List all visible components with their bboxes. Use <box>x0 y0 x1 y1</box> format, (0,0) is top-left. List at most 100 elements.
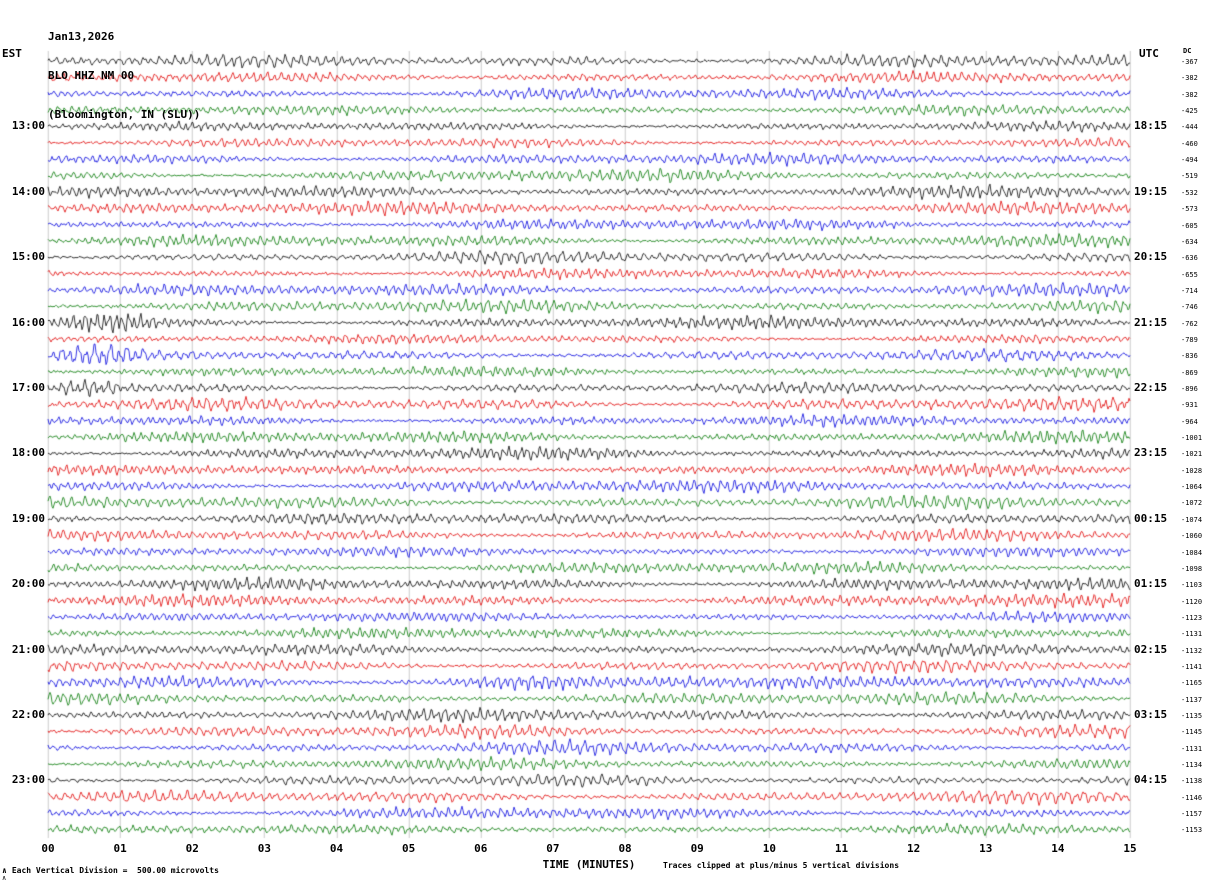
dc-offset-value: -1001 <box>1181 434 1203 443</box>
utc-hour-label: 22:15 <box>1134 381 1168 394</box>
header-station: BLO HHZ NM 00 <box>48 69 135 82</box>
x-tick-label: 02 <box>185 842 199 855</box>
est-hour-label: 14:00 <box>11 184 45 198</box>
dc-offset-value: -1137 <box>1181 695 1203 704</box>
dc-offset-value: -1060 <box>1181 532 1203 541</box>
dc-offset-value: -382 <box>1181 90 1198 99</box>
dc-offset-value: -789 <box>1181 335 1198 344</box>
dc-offset-value: -425 <box>1181 107 1198 116</box>
est-hour-label: 18:00 <box>11 446 45 460</box>
dc-offset-value: -1138 <box>1181 777 1203 786</box>
dc-offset-value: -896 <box>1181 385 1198 393</box>
x-tick-label: 13 <box>979 842 993 855</box>
utc-hour-label: 21:15 <box>1134 315 1168 329</box>
utc-hour-label: 00:15 <box>1134 511 1168 525</box>
dc-offset-value: -869 <box>1181 368 1198 377</box>
x-tick-label: 05 <box>402 842 416 855</box>
dc-offset-value: -655 <box>1181 270 1198 279</box>
x-tick-label: 06 <box>474 842 488 855</box>
est-axis-label: EST <box>2 47 22 60</box>
dc-offset-value: -931 <box>1181 401 1198 410</box>
dc-offset-value: -573 <box>1181 205 1198 214</box>
x-tick-label: 10 <box>762 842 776 855</box>
x-tick-label: 03 <box>257 842 272 855</box>
dc-offset-value: -1074 <box>1181 515 1203 524</box>
dc-offset-value: -1084 <box>1181 548 1203 557</box>
dc-offset-value: -519 <box>1181 172 1198 181</box>
x-axis-title: TIME (MINUTES) <box>542 858 636 871</box>
dc-offset-value: -1146 <box>1181 793 1203 802</box>
utc-axis-label: UTC <box>1139 47 1159 60</box>
dc-offset-value: -634 <box>1181 237 1198 246</box>
utc-hour-label: 04:15 <box>1134 773 1168 787</box>
utc-hour-label: 20:15 <box>1134 250 1168 264</box>
dc-offset-value: -1134 <box>1181 761 1203 770</box>
utc-hour-label: 23:15 <box>1134 446 1168 460</box>
dc-offset-value: -1131 <box>1181 630 1203 639</box>
est-hour-label: 15:00 <box>11 250 45 264</box>
est-hour-label: 16:00 <box>11 315 45 329</box>
utc-hour-label: 03:15 <box>1134 708 1168 721</box>
x-tick-label: 09 <box>690 842 704 855</box>
x-tick-label: 00 <box>41 842 55 855</box>
est-hour-label: 13:00 <box>11 119 45 133</box>
dc-offset-value: -762 <box>1181 319 1198 328</box>
dc-offset-value: -1165 <box>1181 679 1203 688</box>
corner-mark: ∧ <box>2 874 7 882</box>
dc-offset-value: -532 <box>1181 188 1198 197</box>
dc-offset-value: -1123 <box>1181 613 1203 622</box>
x-tick-label: 01 <box>113 842 127 855</box>
dc-offset-value: -1157 <box>1181 810 1203 819</box>
dc-offset-value: -460 <box>1181 139 1198 148</box>
dc-offset-value: -636 <box>1181 254 1198 263</box>
dc-offset-value: -494 <box>1181 156 1198 165</box>
utc-hour-label: 01:15 <box>1134 577 1168 591</box>
dc-offset-value: -1120 <box>1181 597 1203 606</box>
dc-offset-value: -1141 <box>1181 662 1203 671</box>
utc-hour-label: 19:15 <box>1134 184 1168 198</box>
x-tick-label: 11 <box>834 842 849 855</box>
header-location: (Bloomington, IN (SLU)) <box>48 108 201 121</box>
footer-scale-text: Each Vertical Division = 500.00 microvol… <box>11 866 219 875</box>
dc-offset-value: -746 <box>1181 303 1198 312</box>
x-tick-label: 08 <box>618 842 632 855</box>
dc-offset-value: -714 <box>1181 286 1198 295</box>
dc-offset-value: -1145 <box>1181 728 1203 737</box>
dc-offset-value: -367 <box>1181 58 1198 66</box>
dc-offset-value: -1103 <box>1181 581 1203 590</box>
dc-offset-value: -1021 <box>1181 450 1203 459</box>
header-date: Jan13,2026 <box>48 30 115 43</box>
dc-offset-value: -382 <box>1181 74 1198 83</box>
utc-hour-label: 02:15 <box>1134 642 1168 656</box>
est-hour-label: 23:00 <box>11 773 45 787</box>
dc-offset-value: -444 <box>1181 123 1198 132</box>
dc-column-header: DC <box>1183 47 1192 55</box>
dc-offset-value: -1072 <box>1181 499 1203 508</box>
dc-offset-value: -964 <box>1181 417 1198 426</box>
x-tick-label: 04 <box>329 842 344 855</box>
dc-offset-value: -1132 <box>1181 646 1203 655</box>
est-hour-label: 19:00 <box>11 511 45 525</box>
x-tick-label: 15 <box>1123 842 1137 855</box>
dc-offset-value: -1064 <box>1181 483 1203 492</box>
est-hour-label: 20:00 <box>11 577 45 591</box>
x-tick-label: 07 <box>546 842 560 855</box>
x-tick-label: 12 <box>906 842 921 855</box>
dc-offset-value: -1153 <box>1181 826 1203 835</box>
x-tick-label: 14 <box>1051 842 1065 855</box>
dc-offset-value: -1131 <box>1181 744 1203 753</box>
footer-scale-note: ∧ Each Vertical Division = 500.00 microv… <box>2 866 219 875</box>
est-hour-label: 22:00 <box>11 708 45 721</box>
dc-offset-value: -1135 <box>1181 712 1203 720</box>
scale-marker-icon: ∧ <box>2 866 7 875</box>
footer-clip-note: Traces clipped at plus/minus 5 vertical … <box>663 861 900 870</box>
dc-offset-value: -1098 <box>1181 564 1203 573</box>
dc-offset-value: -605 <box>1181 221 1198 230</box>
est-hour-label: 17:00 <box>11 381 45 394</box>
dc-offset-value: -1028 <box>1181 466 1203 475</box>
dc-offset-value: -836 <box>1181 352 1198 361</box>
utc-hour-label: 18:15 <box>1134 119 1168 133</box>
est-hour-label: 21:00 <box>11 642 45 656</box>
